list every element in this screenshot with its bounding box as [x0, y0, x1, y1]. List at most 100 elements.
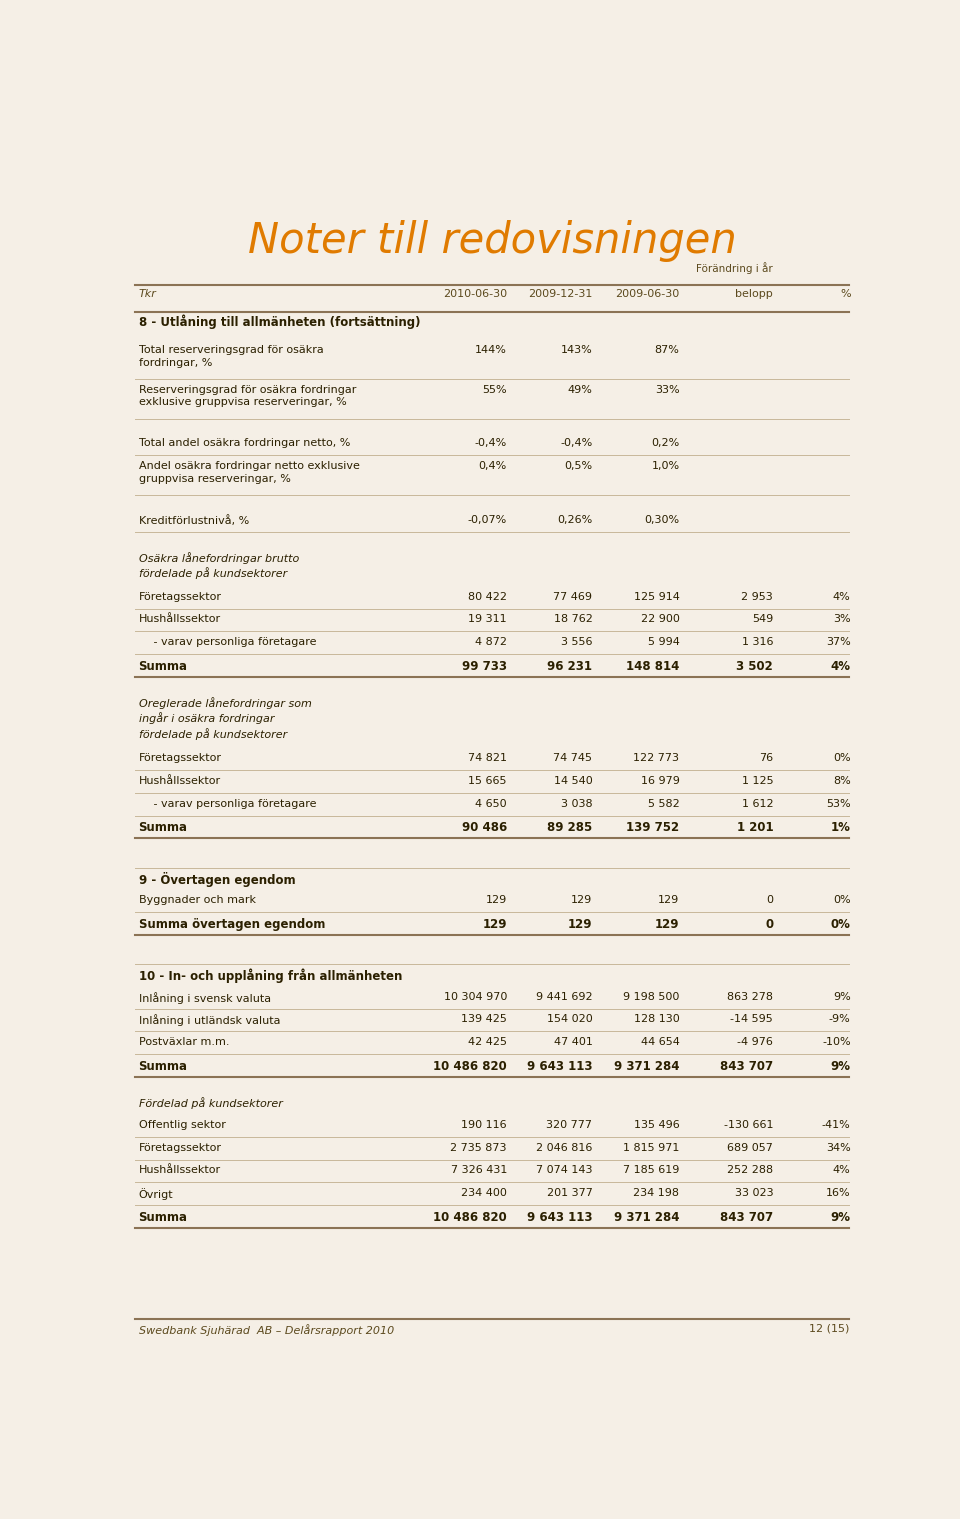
Text: 33 023: 33 023: [734, 1188, 773, 1198]
Text: 77 469: 77 469: [553, 591, 592, 602]
Text: 139 752: 139 752: [626, 822, 680, 834]
Text: Inlåning i utländsk valuta: Inlåning i utländsk valuta: [138, 1015, 280, 1027]
Text: Kreditförlustnivå, %: Kreditförlustnivå, %: [138, 515, 249, 526]
Text: 53%: 53%: [826, 799, 851, 808]
Text: 2009-06-30: 2009-06-30: [615, 289, 680, 299]
Text: 3 038: 3 038: [561, 799, 592, 808]
Text: 7 326 431: 7 326 431: [450, 1165, 507, 1176]
Text: 125 914: 125 914: [634, 591, 680, 602]
Text: 9 643 113: 9 643 113: [527, 1060, 592, 1072]
Text: 0: 0: [766, 895, 773, 905]
Text: 154 020: 154 020: [546, 1015, 592, 1024]
Text: 9%: 9%: [830, 1211, 851, 1224]
Text: 16 979: 16 979: [640, 776, 680, 785]
Text: 9 - Övertagen egendom: 9 - Övertagen egendom: [138, 872, 296, 887]
Text: Tkr: Tkr: [138, 289, 156, 299]
Text: 12 (15): 12 (15): [808, 1325, 849, 1334]
Text: - varav personliga företagare: - varav personliga företagare: [150, 638, 316, 647]
Text: 90 486: 90 486: [462, 822, 507, 834]
Text: 5 994: 5 994: [648, 638, 680, 647]
Text: Hushållssektor: Hushållssektor: [138, 1165, 221, 1176]
Text: 4 650: 4 650: [475, 799, 507, 808]
Text: 33%: 33%: [655, 384, 680, 395]
Text: 148 814: 148 814: [626, 661, 680, 673]
Text: 87%: 87%: [655, 345, 680, 355]
Text: Företagssektor: Företagssektor: [138, 1142, 222, 1153]
Text: 0%: 0%: [833, 753, 851, 763]
Text: 3 502: 3 502: [736, 661, 773, 673]
Text: 89 285: 89 285: [547, 822, 592, 834]
Text: 96 231: 96 231: [547, 661, 592, 673]
Text: 4 872: 4 872: [475, 638, 507, 647]
Text: 34%: 34%: [826, 1142, 851, 1153]
Text: -0,07%: -0,07%: [468, 515, 507, 526]
Text: 4%: 4%: [833, 1165, 851, 1176]
Text: 42 425: 42 425: [468, 1037, 507, 1047]
Text: 9 643 113: 9 643 113: [527, 1211, 592, 1224]
Text: 1%: 1%: [830, 822, 851, 834]
Text: 74 745: 74 745: [553, 753, 592, 763]
Text: %: %: [840, 289, 851, 299]
Text: 16%: 16%: [826, 1188, 851, 1198]
Text: 3 556: 3 556: [561, 638, 592, 647]
Text: 129: 129: [655, 917, 680, 931]
Text: 549: 549: [752, 615, 773, 624]
Text: Total andel osäkra fordringar netto, %: Total andel osäkra fordringar netto, %: [138, 439, 350, 448]
Text: 1 201: 1 201: [736, 822, 773, 834]
Text: 9 371 284: 9 371 284: [614, 1211, 680, 1224]
Text: 5 582: 5 582: [648, 799, 680, 808]
Text: 3%: 3%: [833, 615, 851, 624]
Text: 9 371 284: 9 371 284: [614, 1060, 680, 1072]
Text: Summa övertagen egendom: Summa övertagen egendom: [138, 917, 325, 931]
Text: Oreglerade lånefordringar som
ingår i osäkra fordringar
fördelade på kundsektore: Oreglerade lånefordringar som ingår i os…: [138, 697, 311, 740]
Text: 7 074 143: 7 074 143: [536, 1165, 592, 1176]
Text: 234 198: 234 198: [634, 1188, 680, 1198]
Text: 135 496: 135 496: [634, 1120, 680, 1130]
Text: 10 304 970: 10 304 970: [444, 992, 507, 1001]
Text: 128 130: 128 130: [634, 1015, 680, 1024]
Text: 44 654: 44 654: [640, 1037, 680, 1047]
Text: 47 401: 47 401: [554, 1037, 592, 1047]
Text: 863 278: 863 278: [728, 992, 773, 1001]
Text: Postväxlar m.m.: Postväxlar m.m.: [138, 1037, 229, 1047]
Text: 0,30%: 0,30%: [644, 515, 680, 526]
Text: Hushållssektor: Hushållssektor: [138, 776, 221, 785]
Text: 1 612: 1 612: [742, 799, 773, 808]
Text: Företagssektor: Företagssektor: [138, 591, 222, 602]
Text: -130 661: -130 661: [724, 1120, 773, 1130]
Text: 9 198 500: 9 198 500: [623, 992, 680, 1001]
Text: 10 - In- och upplåning från allmänheten: 10 - In- och upplåning från allmänheten: [138, 969, 402, 983]
Text: Övrigt: Övrigt: [138, 1188, 173, 1200]
Text: 0,2%: 0,2%: [651, 439, 680, 448]
Text: 9%: 9%: [833, 992, 851, 1001]
Text: 14 540: 14 540: [554, 776, 592, 785]
Text: -0,4%: -0,4%: [474, 439, 507, 448]
Text: 234 400: 234 400: [461, 1188, 507, 1198]
Text: Inlåning i svensk valuta: Inlåning i svensk valuta: [138, 992, 271, 1004]
Text: -9%: -9%: [828, 1015, 851, 1024]
Text: 129: 129: [659, 895, 680, 905]
Text: 129: 129: [482, 917, 507, 931]
Text: 10 486 820: 10 486 820: [433, 1211, 507, 1224]
Text: 18 762: 18 762: [554, 615, 592, 624]
Text: 99 733: 99 733: [462, 661, 507, 673]
Text: 190 116: 190 116: [461, 1120, 507, 1130]
Text: 129: 129: [486, 895, 507, 905]
Text: Summa: Summa: [138, 661, 187, 673]
Text: 2 735 873: 2 735 873: [450, 1142, 507, 1153]
Text: 4%: 4%: [833, 591, 851, 602]
Text: 122 773: 122 773: [634, 753, 680, 763]
Text: 0%: 0%: [833, 895, 851, 905]
Text: 1,0%: 1,0%: [652, 462, 680, 471]
Text: 1 815 971: 1 815 971: [623, 1142, 680, 1153]
Text: Swedbank Sjuhärad  AB – Delårsrapport 2010: Swedbank Sjuhärad AB – Delårsrapport 201…: [138, 1325, 394, 1335]
Text: Offentlig sektor: Offentlig sektor: [138, 1120, 226, 1130]
Text: Företagssektor: Företagssektor: [138, 753, 222, 763]
Text: 1 125: 1 125: [742, 776, 773, 785]
Text: 843 707: 843 707: [720, 1060, 773, 1072]
Text: 8 - Utlåning till allmänheten (fortsättning): 8 - Utlåning till allmänheten (fortsättn…: [138, 314, 420, 330]
Text: Hushållssektor: Hushållssektor: [138, 615, 221, 624]
Text: 0,5%: 0,5%: [564, 462, 592, 471]
Text: Reserveringsgrad för osäkra fordringar
exklusive gruppvisa reserveringar, %: Reserveringsgrad för osäkra fordringar e…: [138, 384, 356, 407]
Text: Summa: Summa: [138, 1211, 187, 1224]
